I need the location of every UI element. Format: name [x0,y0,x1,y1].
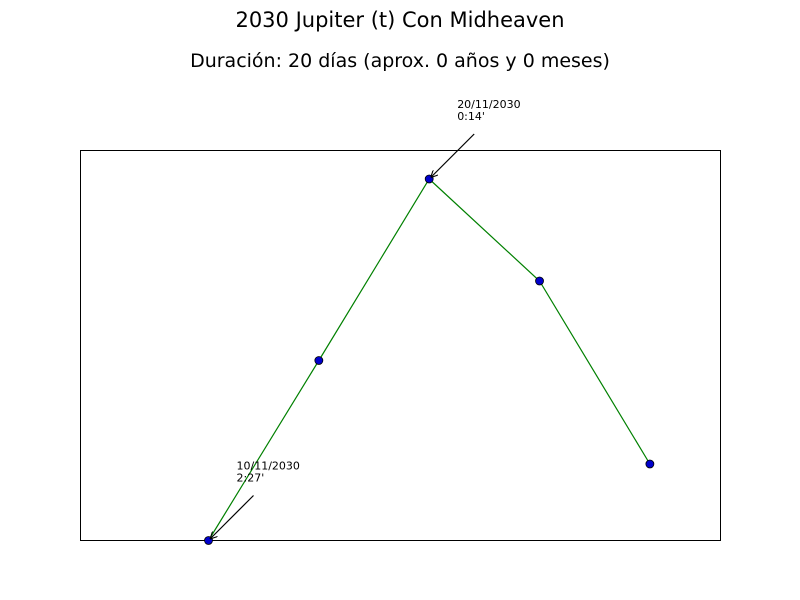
data-point-3 [535,276,544,286]
data-point-4 [645,459,655,469]
annotation-orb-0: 2:27' [237,472,265,485]
annotation-orb-1: 0:14' [457,110,485,123]
series-line [207,178,651,541]
chart-subtitle: Duración: 20 días (aprox. 0 años y 0 mes… [190,50,610,72]
plot-frame [80,150,721,541]
data-point-1 [314,356,324,365]
annotation-date-1: 20/11/2030 [457,98,520,111]
annotation-arrow-1 [431,133,475,177]
chart-title: 2030 Jupiter (t) Con Midheaven [235,8,565,32]
annotation-arrow-0 [211,495,254,539]
annotation-date-0: 10/11/2030 [237,460,300,473]
